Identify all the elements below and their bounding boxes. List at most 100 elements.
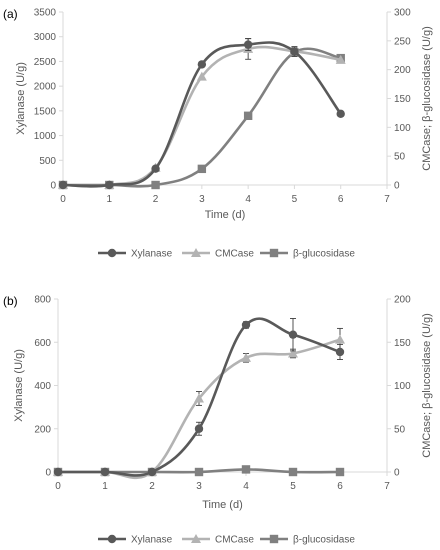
y-tick-label: 400 xyxy=(34,381,51,392)
y2-axis-label: CMCase; β-glucosidase (U/g) xyxy=(421,26,433,170)
y2-tick-label: 150 xyxy=(394,338,411,349)
data-point xyxy=(194,467,204,477)
data-point xyxy=(151,164,160,173)
data-point xyxy=(243,40,253,49)
y-tick-label: 0 xyxy=(45,468,51,479)
x-axis-label: Time (d) xyxy=(205,209,246,221)
data-point xyxy=(241,465,251,474)
x-tick-label: 7 xyxy=(384,194,390,205)
data-point xyxy=(194,424,204,433)
series-bglucosidase xyxy=(58,47,345,190)
data-point xyxy=(288,467,298,477)
x-tick-label: 2 xyxy=(149,481,155,492)
legend: Xylanase CMCase β-glucosidase xyxy=(98,534,355,546)
legend-label: β-glucosidase xyxy=(293,535,355,546)
legend-label: β-glucosidase xyxy=(293,249,355,260)
y-tick-label: 0 xyxy=(50,181,56,192)
data-point xyxy=(288,348,298,358)
y-tick-label: 600 xyxy=(34,338,51,349)
y-tick-label: 2500 xyxy=(34,57,57,68)
panel-label: (a) xyxy=(3,7,18,21)
legend-label: CMCase xyxy=(215,249,254,260)
y2-tick-label: 250 xyxy=(394,36,411,47)
x-tick-label: 1 xyxy=(102,481,108,492)
x-tick-label: 7 xyxy=(384,481,390,492)
data-point xyxy=(335,334,345,344)
x-tick-label: 4 xyxy=(243,481,249,492)
legend-marker xyxy=(269,248,279,258)
data-point xyxy=(197,164,207,174)
y2-tick-label: 0 xyxy=(394,468,400,479)
data-point xyxy=(147,467,157,477)
y-tick-label: 1500 xyxy=(34,106,57,117)
data-point xyxy=(100,467,110,477)
legend-marker xyxy=(269,534,279,544)
legend-marker xyxy=(191,248,201,257)
x-tick-label: 2 xyxy=(153,194,159,205)
panel-label: (b) xyxy=(3,294,18,308)
data-point xyxy=(335,54,346,64)
series-xylanase xyxy=(58,38,345,190)
y2-tick-label: 200 xyxy=(394,295,411,306)
x-tick-label: 3 xyxy=(199,194,205,205)
series-line xyxy=(58,338,341,480)
x-tick-label: 5 xyxy=(290,481,296,492)
x-tick-label: 6 xyxy=(337,481,343,492)
data-point xyxy=(335,467,345,477)
data-point xyxy=(243,111,253,120)
legend-marker xyxy=(107,248,117,258)
data-point xyxy=(241,320,251,330)
series-cmcase xyxy=(53,327,345,480)
y2-tick-label: 50 xyxy=(394,424,406,435)
y2-tick-label: 150 xyxy=(394,94,411,105)
y-tick-label: 200 xyxy=(34,424,51,435)
y-tick-label: 3500 xyxy=(34,8,57,19)
x-axis-label: Time (d) xyxy=(202,499,243,511)
data-point xyxy=(288,330,298,339)
data-point xyxy=(53,467,63,477)
legend-label: Xylanase xyxy=(131,535,173,546)
y2-tick-label: 0 xyxy=(394,181,400,192)
legend-item-xylanase: Xylanase xyxy=(98,535,173,546)
data-point xyxy=(336,109,345,119)
y2-tick-label: 50 xyxy=(394,152,406,163)
data-point xyxy=(151,180,160,190)
legend-item-bglucosidase: β-glucosidase xyxy=(260,535,355,546)
legend-marker xyxy=(107,534,117,544)
x-tick-label: 4 xyxy=(245,194,251,205)
x-tick-label: 0 xyxy=(55,481,61,492)
legend-item-bglucosidase: β-glucosidase xyxy=(260,249,355,260)
series-xylanase xyxy=(53,317,345,477)
y-axis-label: Xylanase (U/g) xyxy=(13,349,25,422)
y2-tick-label: 100 xyxy=(394,123,411,134)
y-tick-label: 800 xyxy=(34,295,51,306)
y-tick-label: 500 xyxy=(39,156,56,167)
y-tick-label: 3000 xyxy=(34,32,57,43)
chart-panel-b: 0 200 400 600 800 0 50 100 150 200 0 1 2 3 4 5 6 7 (b) Time… xyxy=(3,294,433,546)
legend-marker xyxy=(191,534,201,543)
data-point xyxy=(197,60,207,69)
legend-label: Xylanase xyxy=(131,249,173,260)
y2-tick-label: 200 xyxy=(394,65,411,76)
x-tick-label: 5 xyxy=(292,194,298,205)
data-point xyxy=(194,393,204,403)
x-tick-label: 0 xyxy=(60,194,66,205)
y2-tick-label: 300 xyxy=(394,8,411,19)
x-tick-label: 1 xyxy=(107,194,113,205)
legend-item-cmcase: CMCase xyxy=(182,534,254,546)
data-point xyxy=(290,47,299,56)
legend: Xylanase CMCase β-glucosidase xyxy=(98,248,355,260)
y-axis-label: Xylanase (U/g) xyxy=(15,62,27,135)
data-point xyxy=(196,71,207,81)
x-tick-label: 6 xyxy=(338,194,344,205)
data-point xyxy=(241,352,251,362)
y2-tick-label: 100 xyxy=(394,381,411,392)
legend-item-cmcase: CMCase xyxy=(182,248,254,260)
data-point xyxy=(335,347,345,357)
legend-item-xylanase: Xylanase xyxy=(98,249,173,260)
data-point xyxy=(105,180,114,190)
y-tick-label: 1000 xyxy=(34,131,57,142)
x-tick-label: 3 xyxy=(196,481,202,492)
y2-axis-label: CMCase; β-glucosidase (U/g) xyxy=(421,313,433,457)
